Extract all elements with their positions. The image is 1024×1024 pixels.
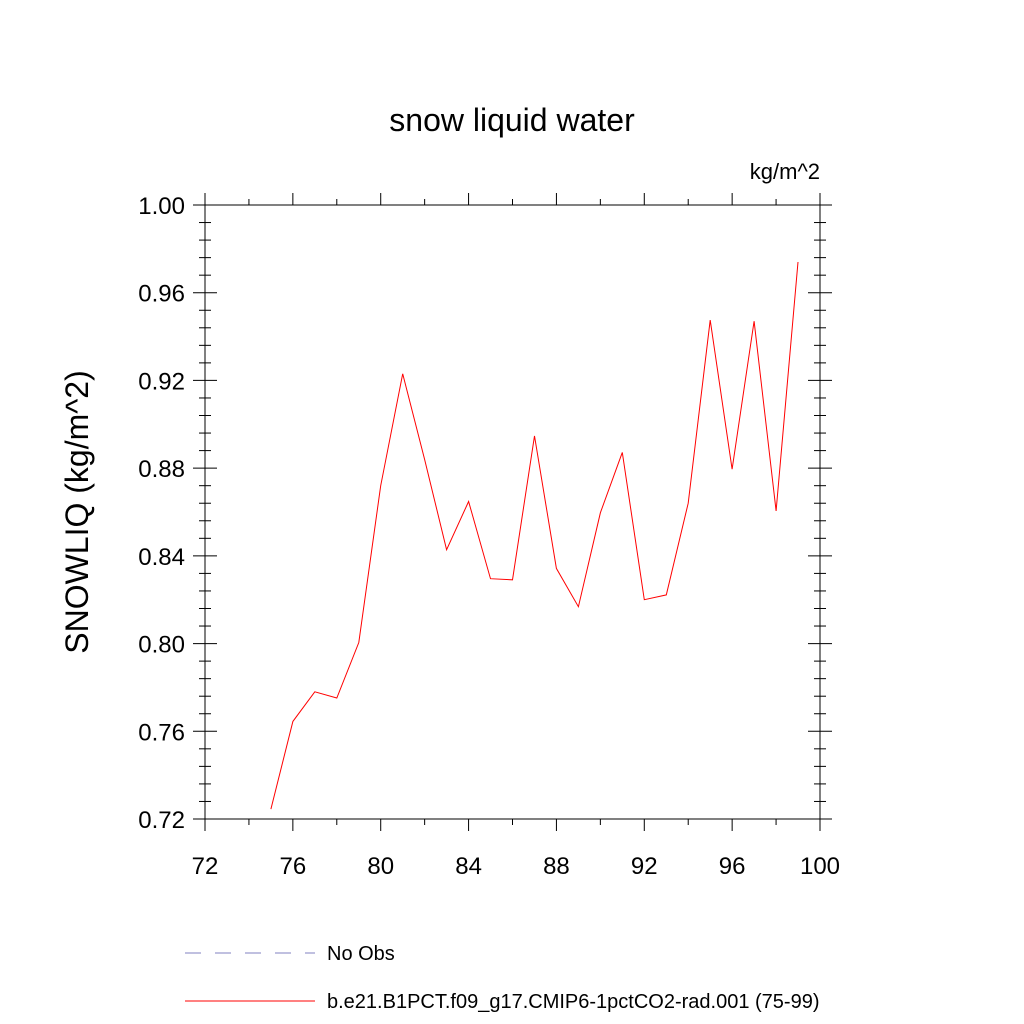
x-tick-label: 100	[800, 853, 840, 880]
x-tick-label: 76	[280, 853, 307, 880]
data-point	[269, 808, 272, 811]
x-tick-label: 84	[455, 853, 482, 880]
chart-title: snow liquid water	[389, 102, 635, 138]
data-point	[731, 468, 734, 471]
x-tick-label: 88	[543, 853, 570, 880]
legend-label-model: b.e21.B1PCT.f09_g17.CMIP6-1pctCO2-rad.00…	[327, 991, 820, 1013]
data-point	[643, 598, 646, 601]
units-label: kg/m^2	[750, 159, 820, 184]
x-tick-label: 80	[367, 853, 394, 880]
data-point	[357, 641, 360, 644]
series-layer	[269, 261, 800, 811]
data-point	[423, 458, 426, 461]
x-tick-label: 72	[192, 853, 219, 880]
data-point	[599, 511, 602, 514]
legend: No Obs b.e21.B1PCT.f09_g17.CMIP6-1pctCO2…	[185, 943, 820, 1013]
data-point	[401, 372, 404, 375]
y-tick-labels: 0.72 0.76 0.80 0.84 0.88 0.92 0.96 1.00	[138, 193, 185, 834]
data-point	[467, 500, 470, 503]
data-point	[511, 578, 514, 581]
x-tick-label: 92	[631, 853, 658, 880]
data-point	[621, 451, 624, 454]
data-point	[555, 567, 558, 570]
data-point	[379, 484, 382, 487]
y-tick-label: 0.76	[138, 719, 185, 746]
data-point	[665, 593, 668, 596]
plot-frame	[204, 204, 821, 820]
data-point	[533, 434, 536, 437]
data-point	[687, 502, 690, 505]
y-tick-label: 0.96	[138, 281, 185, 308]
series-line-0	[270, 261, 799, 810]
y-tick-label: 0.92	[138, 368, 185, 395]
data-point	[709, 319, 712, 322]
legend-label-no-obs: No Obs	[327, 943, 395, 965]
data-point	[797, 261, 800, 264]
data-point	[445, 548, 448, 551]
y-tick-label: 0.72	[138, 807, 185, 834]
data-point	[489, 577, 492, 580]
y-tick-label: 0.80	[138, 632, 185, 659]
axis-ticks	[193, 193, 832, 831]
x-tick-labels: 72 76 80 84 88 92 96 100	[192, 853, 840, 880]
data-point	[313, 690, 316, 693]
data-point	[577, 605, 580, 608]
x-tick-label: 96	[719, 853, 746, 880]
data-point	[753, 320, 756, 323]
data-point	[775, 509, 778, 512]
y-tick-label: 0.84	[138, 544, 185, 571]
y-tick-label: 0.88	[138, 456, 185, 483]
y-axis-label: SNOWLIQ (kg/m^2)	[59, 370, 95, 653]
data-point	[291, 720, 294, 723]
data-point	[335, 696, 338, 699]
y-tick-label: 1.00	[138, 193, 185, 220]
